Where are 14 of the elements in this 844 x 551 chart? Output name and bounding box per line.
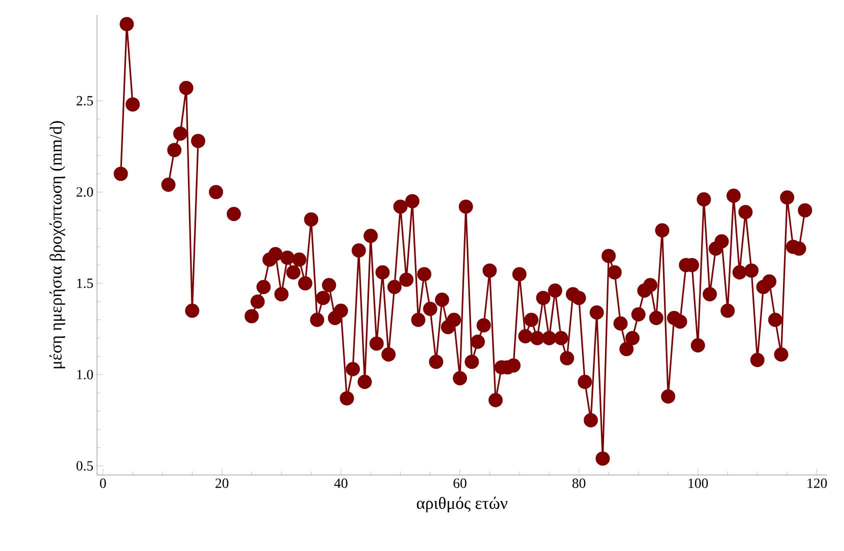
y-tick-label: 2.0 bbox=[76, 187, 93, 197]
x-tick-label: 20 bbox=[216, 478, 228, 488]
y-tick-label: 1.0 bbox=[77, 370, 93, 380]
x-tick-label: 40 bbox=[334, 478, 348, 488]
x-axis-title: αριθμός ετών bbox=[416, 496, 508, 512]
x-tick-label: 60 bbox=[454, 478, 466, 488]
x-tick-label: 120 bbox=[808, 478, 827, 488]
y-tick-label: 1.5 bbox=[77, 278, 93, 288]
y-axis-title: μέση ημερήσια βροχόπτωση (mm/d) bbox=[50, 121, 66, 368]
x-tick-label: 0 bbox=[100, 478, 106, 488]
x-tick-label: 100 bbox=[688, 478, 708, 488]
y-tick-label: 2.5 bbox=[76, 96, 93, 106]
x-tick-label: 80 bbox=[572, 478, 586, 488]
y-tick-label: 0.5 bbox=[76, 461, 93, 471]
